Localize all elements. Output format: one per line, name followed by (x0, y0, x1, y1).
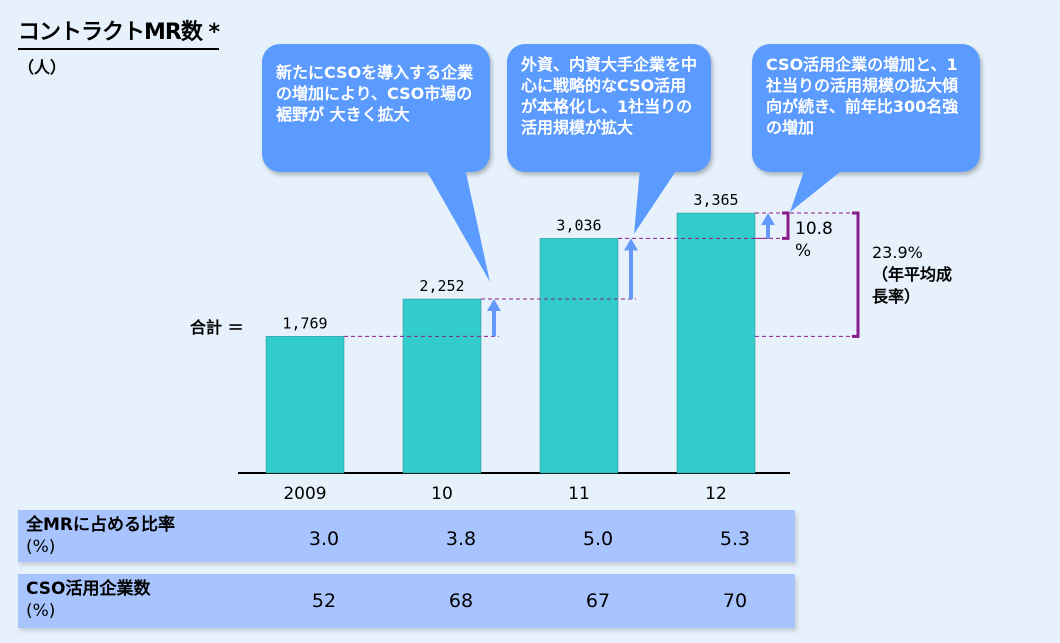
row-label-text: 全MRに占める比率 (26, 515, 176, 535)
cagr-value: 23.9% (872, 243, 923, 262)
bubble-tail-2 (634, 168, 678, 234)
bubble-tail-1 (425, 168, 490, 282)
value-label: 1,769 (282, 314, 327, 332)
table-cell: 3.8 (445, 528, 477, 550)
growth-arrow-1-head (487, 298, 501, 311)
cagr-text: （年平均成長率） (872, 265, 953, 306)
table-cell: 70 (722, 590, 748, 612)
row-label-text: CSO活用企業数 (26, 579, 151, 599)
table-cell: 5.3 (719, 528, 751, 550)
cagr-label: 23.9% （年平均成長率） (872, 242, 952, 308)
x-tick-label: 2009 (283, 484, 326, 504)
total-label: 合計 ＝ (190, 318, 244, 337)
table-row-cso-companies: CSO活用企業数 (%) 52 68 67 70 (18, 574, 795, 628)
yoy-growth-label: 10.8 % (795, 218, 833, 262)
yoy-growth-value: 10.8 (795, 219, 833, 239)
table-cell: 3.0 (308, 528, 340, 550)
value-label: 3,036 (556, 216, 601, 234)
bar-12 (676, 212, 756, 474)
bar-11 (539, 238, 619, 474)
bar-10 (402, 298, 482, 474)
row-label-unit: (%) (26, 601, 56, 621)
table-cell: 68 (448, 590, 474, 612)
bubble-tail-3 (790, 168, 845, 212)
callout-bubble-2012: CSO活用企業の増加と、1社当りの活用規模の拡大傾向が続き、前年比300名強の増… (752, 44, 980, 172)
growth-arrow-2-head (624, 238, 638, 251)
chart-title: コントラクトMR数 * (18, 14, 220, 50)
value-label: 3,365 (693, 191, 738, 209)
row-label-unit: (%) (26, 537, 56, 557)
table-cell: 5.0 (582, 528, 614, 550)
value-label: 2,252 (419, 277, 464, 295)
callout-bubble-2010: 新たにCSOを導入する企業の増加により、CSO市場の裾野が 大きく拡大 (262, 44, 490, 172)
cagr-bracket (852, 211, 860, 338)
table-cell: 67 (585, 590, 611, 612)
yoy-bracket (782, 211, 790, 240)
bar-2009 (265, 336, 345, 474)
x-tick-label: 11 (568, 484, 590, 504)
callout-bubble-2011: 外資、内資大手企業を中心に戦略的なCSO活用が本格化し、1社当りの活用規模が拡大 (507, 44, 711, 172)
yoy-growth-unit: % (795, 241, 812, 261)
table-row-mr-ratio: 全MRに占める比率 (%) 3.0 3.8 5.0 5.3 (18, 510, 795, 562)
growth-arrow-3-head (761, 213, 775, 225)
unit-label: （人） (18, 58, 67, 77)
row-label: 全MRに占める比率 (%) (26, 514, 175, 558)
x-tick-label: 12 (705, 484, 727, 504)
x-tick-label: 10 (431, 484, 453, 504)
table-cell: 52 (311, 590, 337, 612)
row-label: CSO活用企業数 (%) (26, 578, 151, 622)
